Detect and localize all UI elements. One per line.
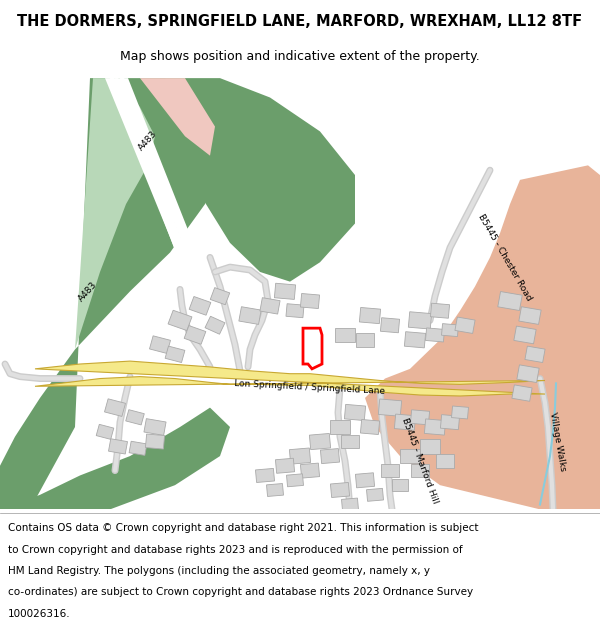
Polygon shape	[149, 336, 170, 354]
Polygon shape	[189, 296, 211, 315]
Polygon shape	[514, 326, 536, 344]
Polygon shape	[424, 419, 446, 435]
Polygon shape	[335, 328, 355, 342]
Polygon shape	[519, 307, 541, 324]
Text: co-ordinates) are subject to Crown copyright and database rights 2023 Ordnance S: co-ordinates) are subject to Crown copyr…	[8, 588, 473, 598]
Polygon shape	[287, 474, 304, 487]
Text: THE DORMERS, SPRINGFIELD LANE, MARFORD, WREXHAM, LL12 8TF: THE DORMERS, SPRINGFIELD LANE, MARFORD, …	[17, 14, 583, 29]
Polygon shape	[330, 420, 350, 434]
Polygon shape	[260, 298, 280, 314]
Text: 100026316.: 100026316.	[8, 609, 70, 619]
Polygon shape	[35, 361, 545, 396]
Polygon shape	[145, 434, 164, 449]
Polygon shape	[0, 78, 215, 509]
Polygon shape	[266, 484, 283, 496]
Polygon shape	[411, 464, 429, 478]
Polygon shape	[104, 399, 125, 416]
Polygon shape	[344, 404, 365, 421]
Polygon shape	[205, 316, 225, 334]
Polygon shape	[394, 414, 416, 430]
Polygon shape	[379, 399, 401, 416]
Text: Lon Springfield / Springfield Lane: Lon Springfield / Springfield Lane	[235, 379, 386, 396]
Polygon shape	[436, 454, 454, 468]
Polygon shape	[517, 365, 539, 382]
Polygon shape	[289, 448, 311, 464]
Polygon shape	[96, 424, 114, 439]
Polygon shape	[381, 464, 399, 478]
Polygon shape	[367, 488, 383, 501]
Polygon shape	[341, 435, 359, 448]
Polygon shape	[168, 310, 192, 331]
Polygon shape	[210, 288, 230, 305]
Polygon shape	[525, 346, 545, 362]
Polygon shape	[512, 385, 532, 401]
Polygon shape	[409, 312, 431, 329]
Text: A483: A483	[77, 279, 99, 303]
Polygon shape	[184, 326, 206, 344]
Polygon shape	[320, 449, 340, 464]
Polygon shape	[144, 419, 166, 436]
Polygon shape	[160, 78, 355, 282]
Polygon shape	[140, 78, 215, 156]
Polygon shape	[361, 419, 380, 434]
Polygon shape	[410, 410, 430, 425]
Text: HM Land Registry. The polygons (including the associated geometry, namely x, y: HM Land Registry. The polygons (includin…	[8, 566, 430, 576]
Polygon shape	[425, 328, 445, 342]
Polygon shape	[442, 324, 458, 336]
Text: A483: A483	[137, 129, 159, 152]
Polygon shape	[452, 406, 469, 419]
Text: to Crown copyright and database rights 2023 and is reproduced with the permissio: to Crown copyright and database rights 2…	[8, 544, 463, 554]
Text: B5445 - Chester Road: B5445 - Chester Road	[476, 213, 533, 302]
Polygon shape	[380, 318, 400, 332]
Polygon shape	[301, 463, 320, 478]
Polygon shape	[440, 414, 460, 429]
Polygon shape	[126, 409, 144, 425]
Polygon shape	[109, 439, 127, 454]
Polygon shape	[355, 472, 374, 488]
Polygon shape	[115, 78, 220, 311]
Polygon shape	[275, 458, 295, 473]
Polygon shape	[286, 304, 304, 318]
Text: Map shows position and indicative extent of the property.: Map shows position and indicative extent…	[120, 50, 480, 62]
Text: Contains OS data © Crown copyright and database right 2021. This information is : Contains OS data © Crown copyright and d…	[8, 523, 478, 533]
Polygon shape	[75, 78, 155, 349]
Polygon shape	[256, 468, 275, 482]
Polygon shape	[392, 479, 408, 491]
Polygon shape	[400, 449, 420, 463]
Polygon shape	[404, 332, 425, 348]
Polygon shape	[356, 333, 374, 347]
Polygon shape	[105, 78, 210, 311]
Polygon shape	[301, 294, 320, 309]
Polygon shape	[455, 317, 475, 334]
Polygon shape	[331, 482, 350, 498]
Polygon shape	[239, 307, 261, 324]
Polygon shape	[498, 291, 522, 311]
Polygon shape	[341, 498, 358, 511]
Polygon shape	[129, 441, 147, 456]
Polygon shape	[0, 408, 230, 509]
Polygon shape	[274, 283, 296, 299]
Polygon shape	[359, 308, 380, 324]
Text: B5445 - Marford Hill: B5445 - Marford Hill	[400, 417, 440, 505]
Polygon shape	[310, 434, 331, 449]
Text: Village Walks: Village Walks	[548, 411, 568, 472]
Polygon shape	[420, 439, 440, 454]
Polygon shape	[165, 346, 185, 362]
Polygon shape	[430, 303, 449, 318]
Polygon shape	[365, 166, 600, 509]
